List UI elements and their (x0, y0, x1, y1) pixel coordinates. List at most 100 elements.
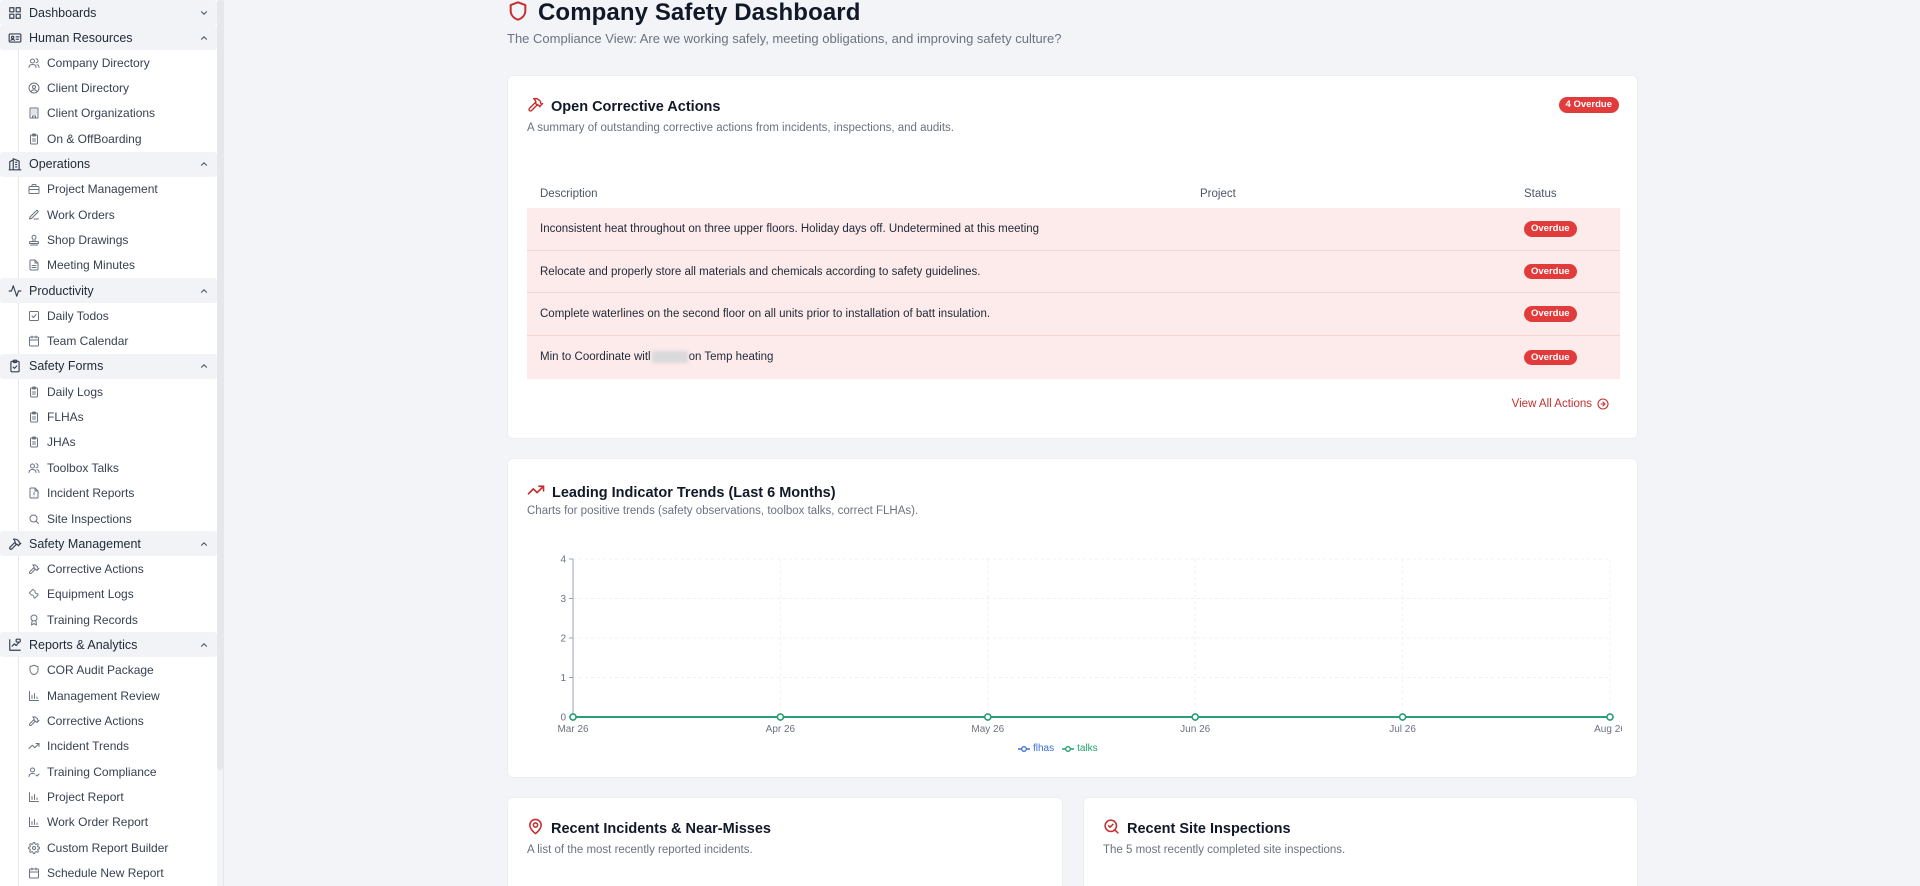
activity-icon (8, 284, 22, 298)
sidebar-item-label: On & OffBoarding (47, 131, 142, 146)
users-icon (28, 57, 40, 69)
sidebar-item-equipment-logs[interactable]: Equipment Logs (19, 582, 223, 607)
sidebar-item-toolbox-talks[interactable]: Toolbox Talks (19, 455, 223, 480)
sidebar-item-custom-report-builder[interactable]: Custom Report Builder (19, 835, 223, 860)
row-description: Relocate and properly store all material… (540, 265, 981, 278)
legend-item-talks[interactable]: talks (1062, 743, 1098, 754)
sidebar-group-items: Daily Logs FLHAs JHAs Toolbox Talks Incident… (18, 378, 223, 532)
table-row[interactable]: Relocate and properly store all material… (527, 250, 1620, 294)
sidebar-item-training-compliance[interactable]: Training Compliance (19, 759, 223, 784)
sidebar-group-items: Project Management Work Orders Shop Drawin… (18, 176, 223, 279)
chevron-down-icon[interactable] (199, 8, 209, 18)
card-title: Recent Incidents & Near-Misses (551, 821, 771, 837)
sidebar-item-management-review[interactable]: Management Review (19, 683, 223, 708)
bar-chart-icon (28, 690, 40, 702)
building-icon (28, 107, 40, 119)
chevron-up-icon[interactable] (199, 539, 209, 549)
sidebar-item-meeting-minutes[interactable]: Meeting Minutes (19, 253, 223, 278)
sidebar-item-corrective-actions[interactable]: Corrective Actions (19, 708, 223, 733)
calendar-icon (28, 867, 40, 879)
clipboard-icon (28, 133, 40, 145)
sidebar: Dashboards Human Resources Company Directo… (0, 0, 224, 886)
sidebar-item-jhas[interactable]: JHAs (19, 430, 223, 455)
chevron-up-icon[interactable] (199, 33, 209, 43)
shield-icon (507, 0, 529, 28)
sidebar-item-label: JHAs (47, 435, 76, 450)
sidebar-group-reports-and-analytics[interactable]: Reports & Analytics (0, 632, 217, 658)
data-point-talks (1191, 713, 1199, 721)
sidebar-item-work-orders[interactable]: Work Orders (19, 202, 223, 227)
map-pin-icon (527, 818, 544, 840)
view-all-actions-link[interactable]: View All Actions (1512, 398, 1609, 410)
row-status: Overdue (1524, 349, 1620, 366)
sidebar-item-site-inspections[interactable]: Site Inspections (19, 506, 223, 531)
table-row[interactable]: Inconsistent heat throughout on three up… (527, 208, 1620, 251)
sidebar-item-project-management[interactable]: Project Management (19, 177, 223, 202)
sidebar-item-incident-reports[interactable]: Incident Reports (19, 480, 223, 505)
clipboard-check-icon (8, 359, 22, 373)
sidebar-group-safety-management[interactable]: Safety Management (0, 531, 217, 557)
sidebar-item-company-directory[interactable]: Company Directory (19, 50, 223, 75)
status-badge: Overdue (1524, 221, 1577, 237)
sidebar-item-team-calendar[interactable]: Team Calendar (19, 329, 223, 354)
sidebar-item-on-and-offboarding[interactable]: On & OffBoarding (19, 126, 223, 151)
sidebar-item-client-directory[interactable]: Client Directory (19, 75, 223, 100)
award-icon (28, 614, 40, 626)
card-title: Leading Indicator Trends (Last 6 Months) (552, 484, 836, 501)
sidebar-group-label: Dashboards (29, 5, 97, 20)
sidebar-item-work-order-report[interactable]: Work Order Report (19, 810, 223, 835)
data-point-talks (1398, 713, 1407, 721)
sidebar-scrollbar-thumb[interactable] (217, 0, 223, 770)
chevron-up-icon[interactable] (199, 361, 209, 371)
corrective-actions-card: Open Corrective Actions 4 Overdue A summ… (507, 75, 1638, 439)
legend-item-flhas[interactable]: flhas (1018, 743, 1054, 754)
column-header-description: Description (540, 188, 598, 200)
redacted-text (651, 351, 688, 364)
sidebar-item-training-records[interactable]: Training Records (19, 607, 223, 632)
chevron-up-icon[interactable] (199, 640, 209, 650)
chevron-up-icon[interactable] (199, 286, 209, 296)
check-square-icon (28, 310, 40, 322)
sidebar-item-label: Project Report (47, 790, 124, 805)
sidebar-item-corrective-actions[interactable]: Corrective Actions (19, 556, 223, 581)
sidebar-group-label: Operations (29, 157, 91, 172)
sidebar-item-schedule-new-report[interactable]: Schedule New Report (19, 861, 223, 886)
sidebar-item-shop-drawings[interactable]: Shop Drawings (19, 227, 223, 252)
column-header-status: Status (1524, 188, 1557, 200)
sidebar-item-flhas[interactable]: FLHAs (19, 404, 223, 429)
y-tick-label: 1 (560, 673, 566, 684)
sidebar-group-items: COR Audit Package Management Review Correc… (18, 657, 223, 886)
status-badge: Overdue (1524, 263, 1577, 280)
card-description: Charts for positive trends (safety obser… (527, 505, 919, 517)
sidebar-item-client-organizations[interactable]: Client Organizations (19, 101, 223, 126)
column-header-project: Project (1200, 188, 1236, 200)
table-row[interactable]: Complete waterlines on the second floor … (527, 293, 1620, 337)
row-status: Overdue (1524, 263, 1620, 280)
sidebar-group-dashboards[interactable]: Dashboards (0, 0, 217, 25)
y-tick-label: 0 (560, 713, 566, 724)
bar-chart-icon (28, 816, 40, 828)
search-icon (28, 513, 40, 525)
sidebar-group-operations[interactable]: Operations (0, 151, 217, 177)
sidebar-item-incident-trends[interactable]: Incident Trends (19, 734, 223, 759)
y-tick-label: 4 (560, 555, 566, 566)
chevron-up-icon[interactable] (199, 159, 209, 169)
row-description-start: Min to Coordinate witl (540, 351, 651, 364)
briefcase-icon (28, 183, 40, 195)
sidebar-item-label: Incident Reports (47, 486, 135, 501)
sidebar-item-daily-todos[interactable]: Daily Todos (19, 303, 223, 328)
card-header: Recent Incidents & Near-Misses (527, 818, 771, 840)
recent-inspections-card: Recent Site Inspections The 5 most recen… (1083, 797, 1638, 886)
sidebar-item-label: Client Directory (47, 81, 130, 96)
sidebar-item-label: Management Review (47, 688, 160, 703)
sidebar-item-cor-audit-package[interactable]: COR Audit Package (19, 657, 223, 682)
sidebar-group-human-resources[interactable]: Human Resources (0, 25, 217, 50)
page-header: Company Safety Dashboard (507, 0, 860, 26)
sidebar-group-safety-forms[interactable]: Safety Forms (0, 353, 217, 379)
sidebar-scrollbar[interactable] (217, 0, 223, 886)
view-all-actions-label: View All Actions (1511, 398, 1592, 410)
sidebar-item-daily-logs[interactable]: Daily Logs (19, 379, 223, 404)
sidebar-item-project-report[interactable]: Project Report (19, 784, 223, 809)
table-row[interactable]: Min to Coordinate witl on Temp heating Ov… (527, 336, 1620, 379)
sidebar-group-productivity[interactable]: Productivity (0, 278, 217, 304)
